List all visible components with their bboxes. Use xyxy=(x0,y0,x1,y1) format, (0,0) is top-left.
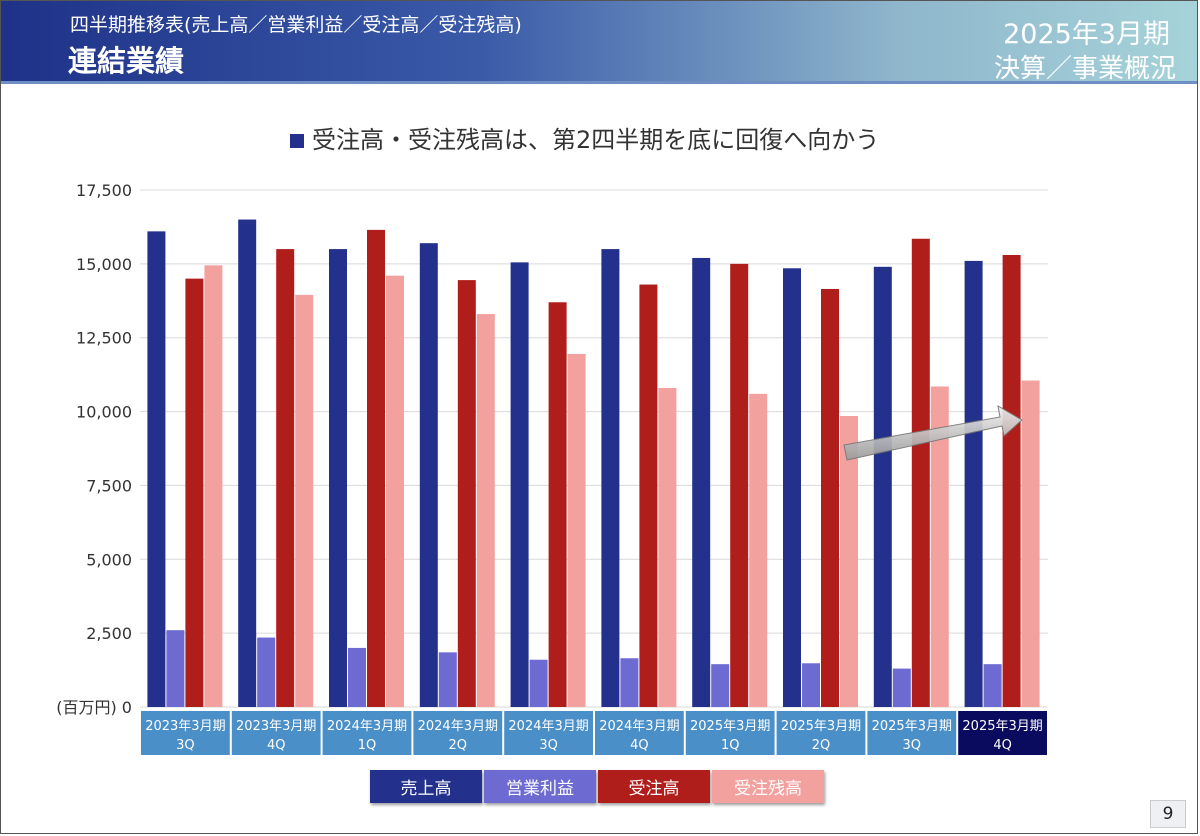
chart-legend: 売上高 営業利益 受注高 受注残高 xyxy=(370,770,826,803)
bar-orders xyxy=(1002,254,1021,707)
bar-orders xyxy=(821,288,839,707)
x-tick-label-year: 2024年3月期 xyxy=(327,719,407,734)
bar-backlog xyxy=(204,265,223,707)
bar-sales xyxy=(147,231,166,708)
y-tick-label: 17,500 xyxy=(76,181,132,200)
bar-sales xyxy=(873,266,892,707)
bar-operating-profit xyxy=(620,658,639,707)
x-tick-label-quarter: 1Q xyxy=(358,738,377,753)
category-cell xyxy=(413,711,503,755)
x-tick-label-quarter: 4Q xyxy=(630,738,649,753)
x-tick-label-quarter: 4Q xyxy=(993,738,1012,753)
y-tick-label: 10,000 xyxy=(76,403,132,422)
legend-item-backlog: 受注残高 xyxy=(712,770,824,803)
category-cell xyxy=(685,711,775,755)
bar-orders xyxy=(730,263,749,707)
category-cell xyxy=(504,711,593,755)
bar-orders xyxy=(457,280,476,707)
bar-backlog xyxy=(295,294,314,707)
bar-backlog xyxy=(930,386,949,707)
chart-title-text: 受注高・受注残高は、第2四半期を底に回復へ向かう xyxy=(312,126,880,154)
category-cell xyxy=(322,711,412,755)
page-number: 9 xyxy=(1150,800,1186,828)
bar-operating-profit xyxy=(348,647,366,707)
x-tick-label-year: 2024年3月期 xyxy=(418,719,498,734)
chart-title: 受注高・受注残高は、第2四半期を底に回復へ向かう xyxy=(290,120,879,155)
x-tick-label-year: 2025年3月期 xyxy=(781,719,861,734)
bar-operating-profit xyxy=(438,652,457,707)
legend-item-sales: 売上高 xyxy=(370,770,482,803)
bar-orders xyxy=(367,229,385,707)
y-tick-label: 5,000 xyxy=(86,550,132,569)
bar-sales xyxy=(601,249,620,708)
category-cell xyxy=(776,711,866,755)
slide-title: 連結業績 xyxy=(68,44,185,78)
bar-operating-profit xyxy=(166,630,185,707)
x-tick-label-year: 2023年3月期 xyxy=(236,719,316,734)
y-tick-label: (百万円) 0 xyxy=(56,698,132,717)
fiscal-period: 2025年3月期 xyxy=(1003,19,1170,50)
y-tick-label: 12,500 xyxy=(76,329,132,348)
header-divider xyxy=(1,81,1197,84)
bar-sales xyxy=(964,260,983,707)
x-tick-label-year: 2024年3月期 xyxy=(508,719,588,734)
bar-operating-profit xyxy=(529,659,548,707)
x-tick-label-quarter: 4Q xyxy=(267,738,286,753)
category-cell xyxy=(141,711,230,755)
category-cell xyxy=(595,711,684,755)
x-tick-label-quarter: 2Q xyxy=(812,738,831,753)
title-marker-icon xyxy=(290,134,304,148)
x-tick-label-quarter: 3Q xyxy=(903,738,922,753)
bar-orders xyxy=(639,284,658,707)
bar-orders xyxy=(548,302,567,707)
x-tick-label-quarter: 3Q xyxy=(539,738,558,753)
bar-operating-profit xyxy=(892,668,911,707)
bar-sales xyxy=(692,257,711,707)
bar-sales xyxy=(419,243,438,708)
bar-backlog xyxy=(749,393,768,707)
bar-operating-profit xyxy=(802,663,820,707)
category-cell xyxy=(231,711,321,755)
category-cell xyxy=(958,711,1047,755)
bar-orders xyxy=(911,238,930,707)
bar-sales xyxy=(329,249,347,708)
x-tick-label-year: 2025年3月期 xyxy=(690,719,770,734)
legend-item-operating-profit: 営業利益 xyxy=(484,770,596,803)
bar-sales xyxy=(238,219,257,708)
bar-orders xyxy=(276,249,295,708)
y-tick-label: 7,500 xyxy=(86,476,132,495)
trend-arrow-icon xyxy=(843,405,1023,461)
bar-operating-profit xyxy=(257,637,276,707)
slide-subtitle: 四半期推移表(売上高／営業利益／受注高／受注残高) xyxy=(70,14,522,36)
header-banner xyxy=(1,1,1197,81)
y-tick-label: 15,000 xyxy=(76,255,132,274)
x-tick-label-year: 2023年3月期 xyxy=(145,719,225,734)
bar-backlog xyxy=(386,275,404,707)
y-tick-label: 2,500 xyxy=(86,624,132,643)
x-tick-label-quarter: 2Q xyxy=(449,738,468,753)
bar-orders xyxy=(185,278,204,707)
bar-backlog xyxy=(658,387,677,707)
legend-item-orders: 受注高 xyxy=(598,770,710,803)
bar-operating-profit xyxy=(983,664,1002,707)
x-tick-label-year: 2024年3月期 xyxy=(599,719,679,734)
x-tick-label-year: 2025年3月期 xyxy=(962,719,1042,734)
bar-operating-profit xyxy=(711,664,730,707)
x-tick-label-quarter: 3Q xyxy=(176,738,195,753)
section-label: 決算／事業概況 xyxy=(993,54,1176,84)
x-tick-label-year: 2025年3月期 xyxy=(872,719,952,734)
bar-sales xyxy=(510,262,529,707)
bar-backlog xyxy=(1021,380,1040,707)
bar-backlog xyxy=(567,353,586,707)
category-cell xyxy=(867,711,957,755)
x-tick-label-quarter: 1Q xyxy=(721,738,740,753)
bar-backlog xyxy=(476,314,495,707)
bar-sales xyxy=(783,268,801,707)
bar-backlog xyxy=(840,416,858,707)
